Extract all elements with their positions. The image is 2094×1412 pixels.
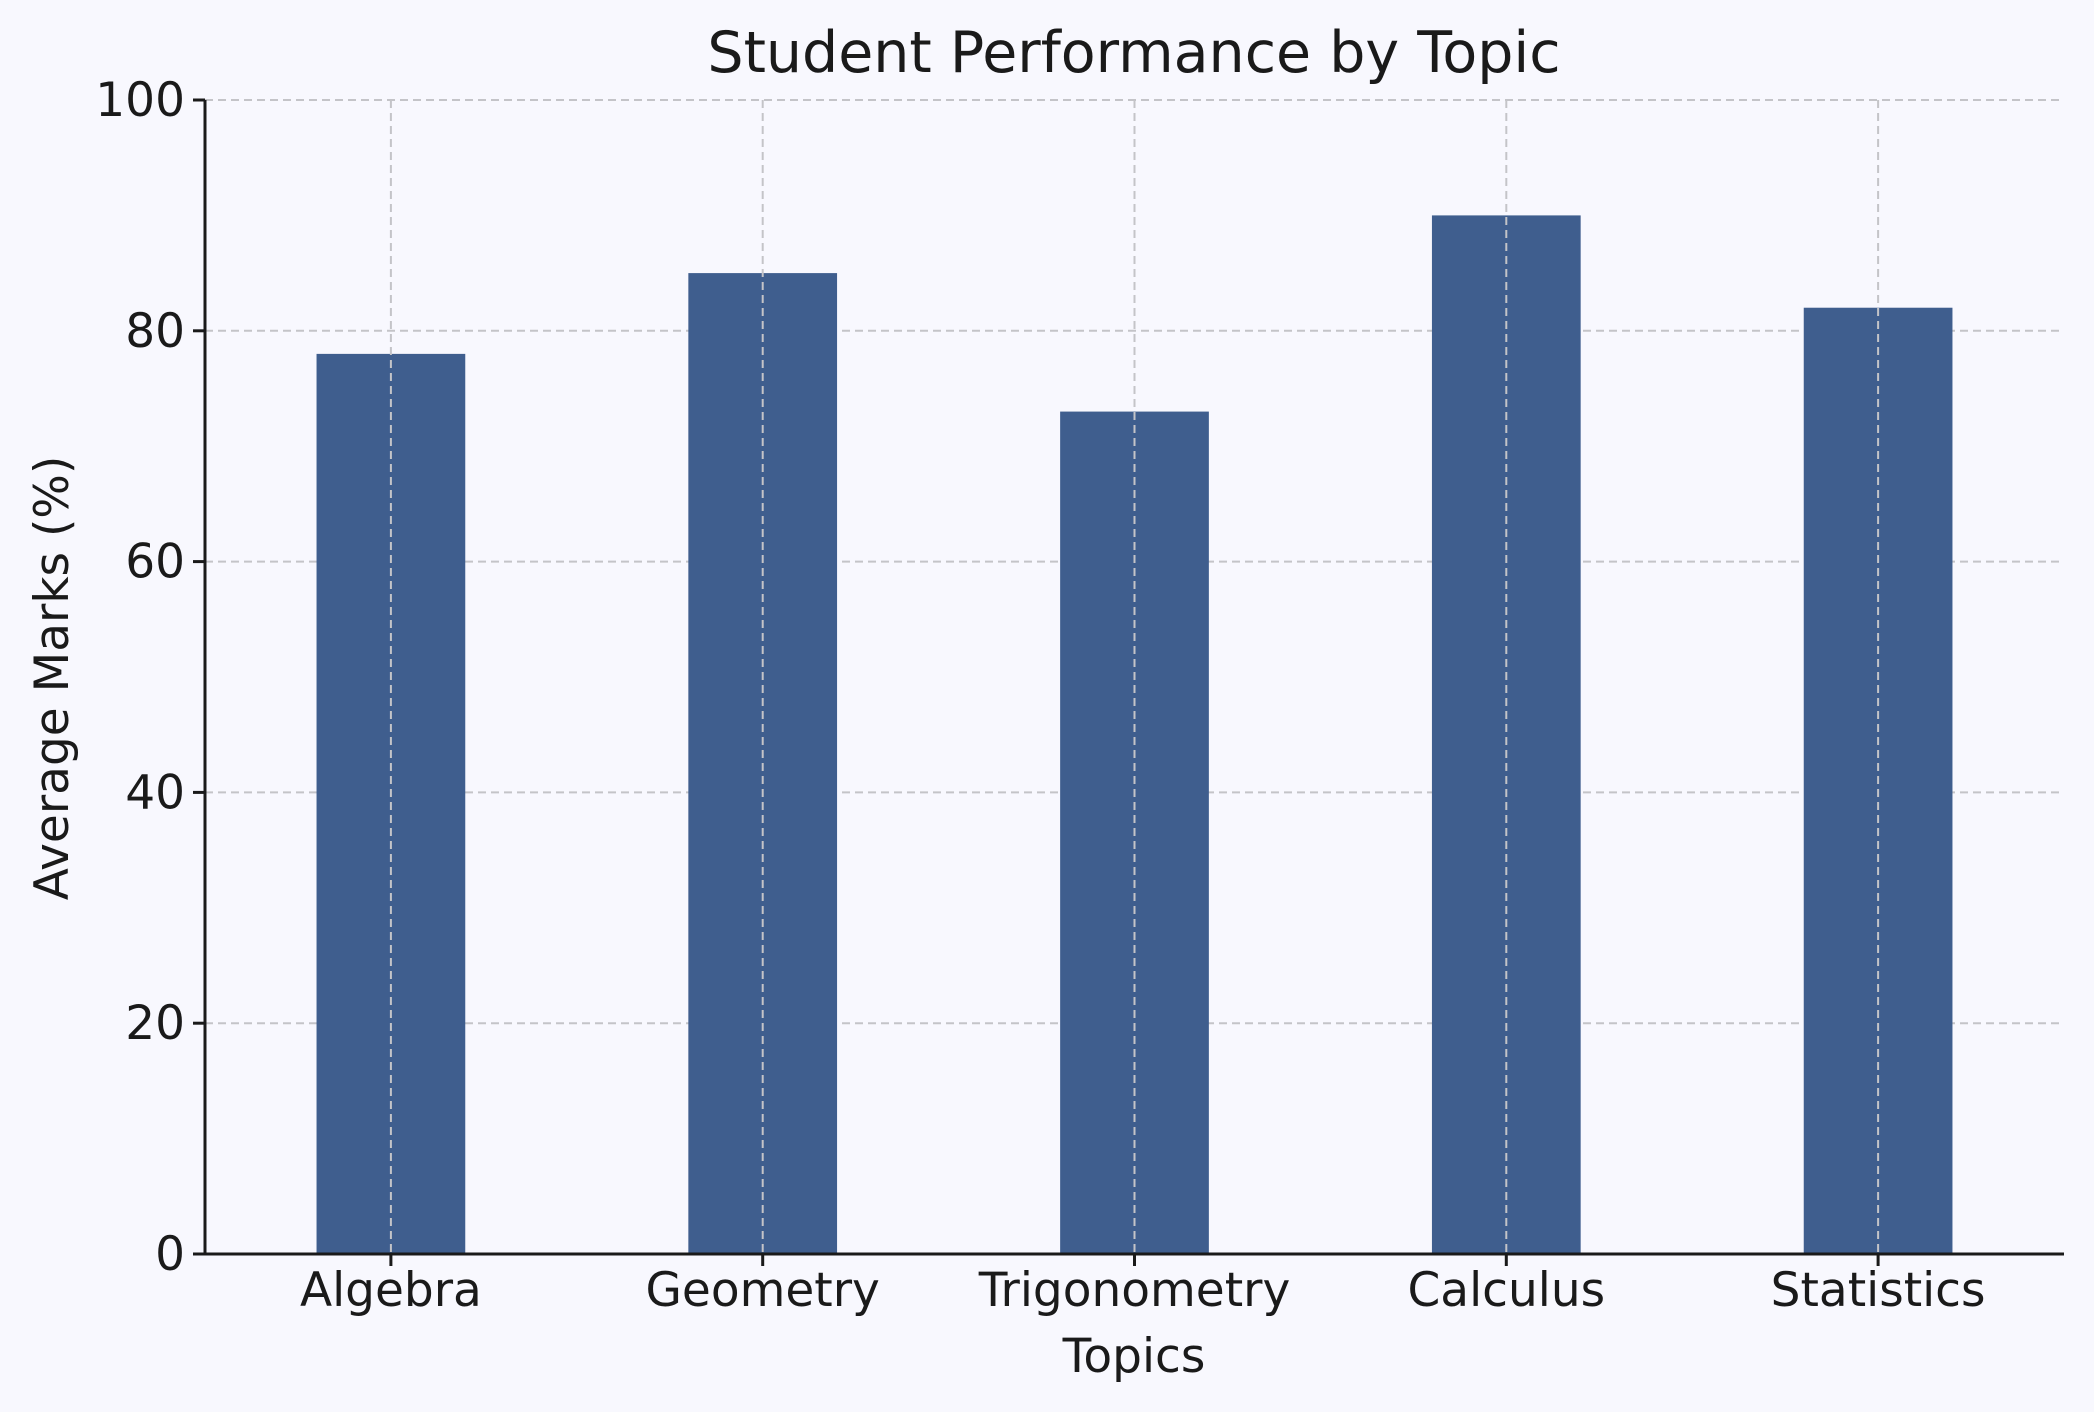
y-tick-label: 40 bbox=[125, 765, 185, 820]
y-tick-label: 80 bbox=[125, 304, 185, 359]
y-tick-label: 100 bbox=[95, 73, 185, 128]
x-ticks: Algebra Geometry Trigonometry Calculus Stati… bbox=[300, 1254, 1986, 1318]
bar-calculus bbox=[1431, 215, 1581, 1254]
x-tick-label: Algebra bbox=[300, 1263, 482, 1318]
y-tick-label: 20 bbox=[125, 996, 185, 1051]
x-axis-label: Topics bbox=[1062, 1329, 1206, 1384]
x-tick-label: Geometry bbox=[646, 1263, 880, 1318]
y-axis-label: Average Marks (%) bbox=[25, 456, 80, 901]
y-tick-label: 0 bbox=[155, 1227, 185, 1282]
chart-title: Student Performance by Topic bbox=[707, 20, 1560, 86]
x-tick-label: Calculus bbox=[1407, 1263, 1605, 1318]
x-gridlines bbox=[389, 100, 1880, 1254]
y-ticks: 0 20 40 60 80 100 bbox=[95, 73, 205, 1282]
y-tick-label: 60 bbox=[125, 535, 185, 590]
x-tick-label: Statistics bbox=[1771, 1263, 1986, 1318]
x-tick-label: Trigonometry bbox=[978, 1263, 1291, 1318]
